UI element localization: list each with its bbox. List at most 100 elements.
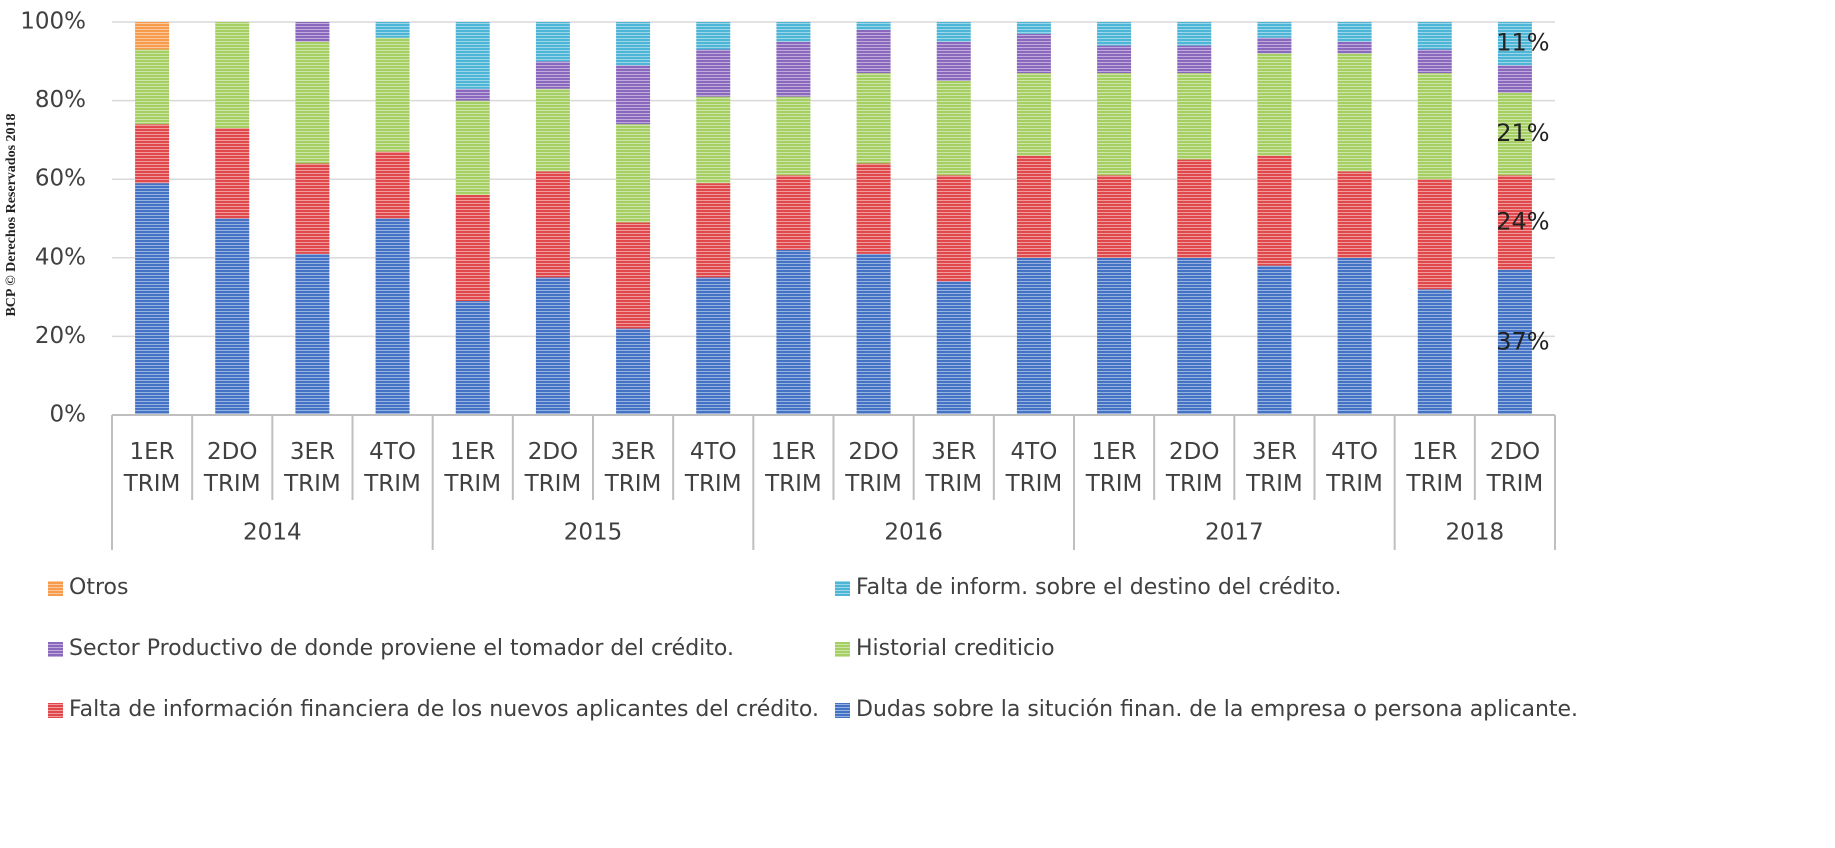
legend-label: Falta de inform. sobre el destino del cr… — [856, 575, 1341, 600]
data-label: 21% — [1496, 119, 1549, 147]
bar-segment — [1417, 179, 1452, 290]
bar-segment — [1257, 155, 1292, 266]
bar-segment — [1417, 49, 1452, 74]
bar-segment — [375, 37, 410, 152]
x-tick-label: 2DO TRIM — [524, 439, 582, 497]
bar-segment — [696, 183, 731, 278]
bar-segment — [455, 301, 490, 415]
bar-segment — [616, 222, 651, 329]
bar-segment — [1177, 159, 1212, 258]
bar-segment — [215, 22, 250, 129]
x-tick-label: 2DO TRIM — [1165, 439, 1223, 497]
bar-segment — [1337, 257, 1372, 415]
x-tick-label: 2DO TRIM — [844, 439, 902, 497]
x-tick-label: 3ER TRIM — [283, 439, 341, 497]
bar-segment — [1097, 175, 1132, 258]
bar-segment — [1497, 269, 1532, 415]
bar-segment — [1417, 22, 1452, 50]
bar-segment — [1016, 33, 1051, 74]
legend-label: Sector Productivo de donde proviene el t… — [69, 636, 734, 661]
bar-segment — [215, 128, 250, 219]
data-label: 11% — [1496, 29, 1549, 57]
bar-segment — [776, 249, 811, 415]
bar-segment — [696, 49, 731, 97]
bar-segment — [1257, 265, 1292, 415]
bar-segment — [1417, 73, 1452, 180]
group-label: 2017 — [1205, 520, 1264, 546]
y-tick-label: 80% — [35, 87, 86, 113]
x-tick-label: 4TO TRIM — [684, 439, 742, 497]
x-tick-label: 3ER TRIM — [924, 439, 982, 497]
legend-swatch — [835, 703, 850, 718]
x-tick-label: 2DO TRIM — [203, 439, 261, 497]
bar-segment — [295, 253, 330, 415]
bar-segment — [135, 124, 170, 184]
bar-segment — [1177, 257, 1212, 415]
x-tick-label: 4TO TRIM — [1005, 439, 1063, 497]
legend-swatch — [835, 642, 850, 657]
bar-segment — [535, 22, 570, 62]
bar-segment — [1497, 22, 1532, 66]
data-label: 24% — [1496, 207, 1549, 235]
bar-segment — [1177, 45, 1212, 74]
bar-segment — [1097, 45, 1132, 74]
legend-swatch — [48, 703, 63, 718]
bar-segment — [616, 328, 651, 415]
bar-segment — [455, 88, 490, 101]
y-tick-label: 0% — [50, 402, 87, 428]
data-label: 37% — [1496, 327, 1549, 355]
bar-segment — [535, 61, 570, 89]
bar-segment — [1177, 73, 1212, 160]
bar-segment — [1497, 175, 1532, 270]
bar-segment — [696, 277, 731, 415]
bar-segment — [1016, 73, 1051, 156]
bar-segment — [776, 22, 811, 42]
group-label: 2018 — [1446, 520, 1505, 546]
bar-segment — [1257, 53, 1292, 156]
bar-segment — [696, 96, 731, 184]
bar-segment — [616, 124, 651, 223]
bar-segment — [1337, 53, 1372, 172]
x-tick-label: 1ER TRIM — [764, 439, 822, 497]
legend-swatch — [835, 581, 850, 596]
bar-segment — [1097, 22, 1132, 46]
bar-segment — [616, 22, 651, 66]
bar-segment — [1417, 289, 1452, 415]
legend-label: Dudas sobre la situción finan. de la emp… — [856, 697, 1578, 722]
bar-segment — [375, 22, 410, 38]
bar-segment — [535, 88, 570, 172]
bar-segment — [1016, 257, 1051, 415]
bar-segment — [1097, 73, 1132, 176]
bar-segment — [856, 22, 891, 30]
bar-segment — [135, 183, 170, 415]
bar-segment — [856, 253, 891, 415]
bar-segment — [856, 29, 891, 74]
x-tick-label: 1ER TRIM — [443, 439, 501, 497]
bar-segment — [295, 41, 330, 164]
bar-segment — [936, 80, 971, 176]
legend-swatch — [48, 642, 63, 657]
bar-segment — [295, 22, 330, 42]
x-tick-label: 4TO TRIM — [1325, 439, 1383, 497]
group-label: 2015 — [564, 520, 623, 546]
y-tick-label: 40% — [35, 244, 86, 270]
bar-segment — [1337, 22, 1372, 42]
bar-segment — [936, 41, 971, 81]
y-tick-label: 20% — [35, 323, 86, 349]
bar-segment — [936, 175, 971, 282]
x-tick-label: 3ER TRIM — [604, 439, 662, 497]
y-tick-label: 100% — [20, 9, 86, 35]
bar-segment — [1016, 22, 1051, 34]
legend-label: Historial crediticio — [856, 636, 1055, 661]
bar-segment — [616, 65, 651, 125]
bar-segment — [936, 22, 971, 42]
bar-segment — [856, 73, 891, 164]
bar-segment — [1257, 37, 1292, 54]
bar-segment — [375, 151, 410, 219]
bar-segment — [455, 22, 490, 89]
bar-segment — [455, 100, 490, 195]
bar-segment — [1016, 155, 1051, 258]
bar-segment — [776, 41, 811, 97]
legend-swatch — [48, 581, 63, 596]
bar-segment — [856, 163, 891, 254]
